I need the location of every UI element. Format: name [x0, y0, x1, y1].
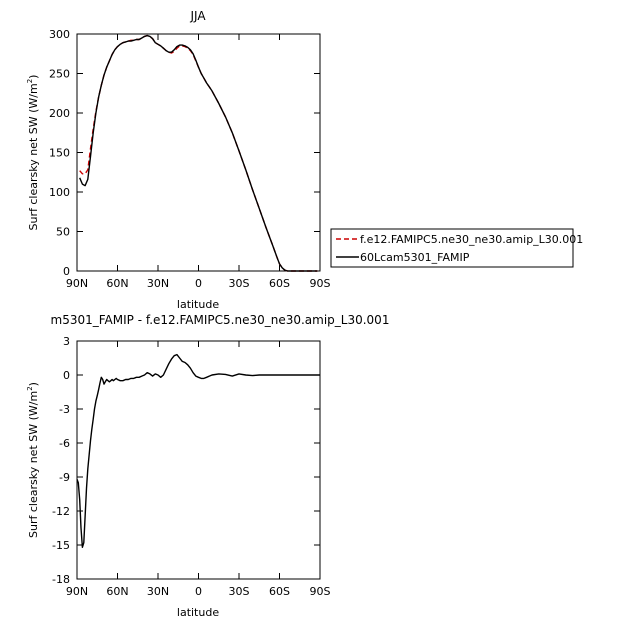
bottom-chart: m5301_FAMIP - f.e12.FAMIPC5.ne30_ne30.am…	[26, 313, 389, 619]
top-series-lines	[79, 34, 318, 272]
bottom-y-tick-label-1: 0	[63, 369, 70, 382]
top-y-axis-label: Surf clearsky net SW (W/m2)	[26, 75, 40, 231]
top-y-axis-label-close: )	[27, 75, 40, 79]
bottom-series-lines	[76, 353, 320, 548]
bottom-x-tick-label-2: 30N	[147, 585, 169, 598]
bottom-x-tick-label-0: 90N	[66, 585, 88, 598]
bottom-y-tick-label-3: -6	[59, 437, 70, 450]
top-x-tick-label-3: 0	[195, 277, 202, 290]
top-x-tick-label-5: 60S	[269, 277, 290, 290]
top-chart: JJA 90N 60N 30N 0 30S 60S 90S 0 50 100 150 200 250 3…	[26, 9, 583, 311]
top-x-axis: 90N 60N 30N 0 30S 60S 90S	[66, 34, 331, 290]
bottom-x-tick-label-6: 90S	[310, 585, 331, 598]
bottom-y-tick-label-0: 3	[63, 335, 70, 348]
bottom-x-tick-label-5: 60S	[269, 585, 290, 598]
legend-box	[330, 228, 574, 268]
top-y-tick-label-0: 0	[63, 265, 70, 278]
bottom-y-axis-label-exponent: 2	[26, 386, 34, 390]
top-y-tick-label-2: 100	[49, 186, 70, 199]
bottom-y-tick-label-6: -15	[52, 539, 70, 552]
bottom-y-axis-label-close: )	[27, 382, 40, 386]
top-series-line-1	[79, 34, 318, 272]
bottom-y-axis-label-main: Surf clearsky net SW (W/m	[27, 391, 40, 538]
bottom-y-tick-label-5: -12	[52, 505, 70, 518]
bottom-x-tick-label-1: 60N	[106, 585, 128, 598]
bottom-y-axis-label: Surf clearsky net SW (W/m2)	[26, 382, 40, 538]
bottom-y-tick-label-4: -9	[59, 471, 70, 484]
top-x-tick-label-0: 90N	[66, 277, 88, 290]
legend-entry-2: 60Lcam5301_FAMIP	[360, 251, 470, 264]
legend: f.e12.FAMIPC5.ne30_ne30.amip_L30.001 60L…	[330, 228, 583, 268]
bottom-series-line-1	[76, 353, 320, 548]
top-y-tick-label-5: 250	[49, 68, 70, 81]
top-x-tick-label-2: 30N	[147, 277, 169, 290]
top-x-tick-label-4: 30S	[229, 277, 250, 290]
bottom-y-tick-label-2: -3	[59, 403, 70, 416]
bottom-x-axis-label: latitude	[177, 606, 219, 619]
top-series-line-2	[79, 34, 318, 272]
top-y-tick-label-3: 150	[49, 147, 70, 160]
top-y-tick-label-6: 300	[49, 28, 70, 41]
top-y-tick-label-1: 50	[56, 226, 70, 239]
top-y-tick-label-4: 200	[49, 107, 70, 120]
legend-entry-1: f.e12.FAMIPC5.ne30_ne30.amip_L30.001	[360, 233, 583, 246]
top-x-tick-label-6: 90S	[310, 277, 331, 290]
top-x-axis-label: latitude	[177, 298, 219, 311]
bottom-x-axis: 90N 60N 30N 0 30S 60S 90S	[66, 341, 331, 598]
top-y-axis-label-exponent: 2	[26, 79, 34, 83]
top-plot-frame	[76, 33, 321, 272]
bottom-y-axis: 3 0 -3 -6 -9 -12 -15 -18	[52, 335, 320, 586]
bottom-x-tick-label-4: 30S	[229, 585, 250, 598]
top-y-axis-label-main: Surf clearsky net SW (W/m	[27, 83, 40, 230]
top-chart-title: JJA	[189, 9, 206, 23]
bottom-chart-title: m5301_FAMIP - f.e12.FAMIPC5.ne30_ne30.am…	[51, 313, 390, 327]
bottom-y-tick-label-7: -18	[52, 573, 70, 586]
top-x-tick-label-1: 60N	[106, 277, 128, 290]
top-y-axis: 0 50 100 150 200 250 300	[49, 28, 320, 278]
bottom-x-tick-label-3: 0	[195, 585, 202, 598]
